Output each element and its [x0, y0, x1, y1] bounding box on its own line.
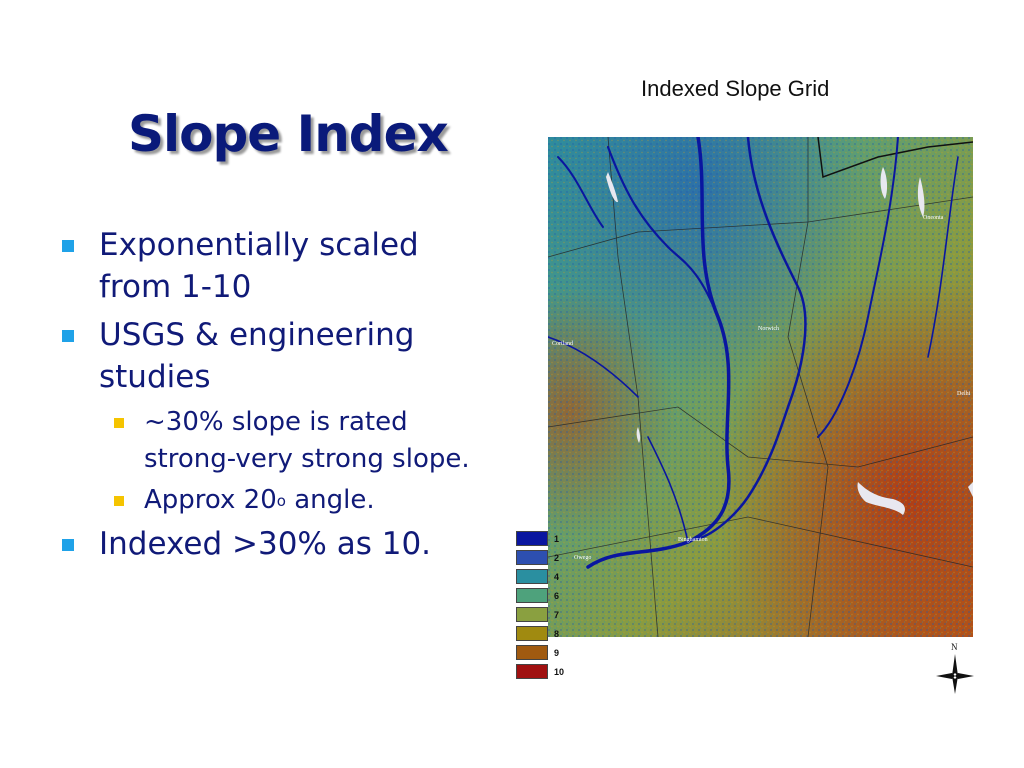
bullet-square-icon — [62, 240, 74, 252]
bullet-item: Exponentially scaled from 1-10 — [62, 224, 482, 308]
bullet-list: Exponentially scaled from 1-10 USGS & en… — [62, 224, 482, 571]
legend-label: 8 — [554, 628, 560, 639]
sub-bullet-item: Approx 20o angle. — [114, 482, 482, 519]
slide-title: Slope Index — [128, 105, 449, 163]
legend-item: 8 — [516, 624, 564, 643]
bullet-square-icon — [62, 330, 74, 342]
legend-swatch — [516, 607, 548, 622]
degree-superscript: o — [276, 492, 286, 510]
bullet-text: Indexed >30% as 10. — [99, 526, 432, 562]
sub-bullet-square-icon — [114, 418, 124, 428]
legend-swatch — [516, 645, 548, 660]
map-label-owego: Owego — [574, 555, 591, 561]
sub-bullet-square-icon — [114, 496, 124, 506]
sub-bullet-text: Approx 20o angle. — [144, 482, 375, 519]
legend-label: 1 — [554, 533, 560, 544]
legend-item: 2 — [516, 548, 564, 567]
legend-swatch — [516, 550, 548, 565]
bullet-text: Exponentially scaled from 1-10 — [99, 227, 419, 305]
legend-label: 2 — [554, 552, 560, 563]
legend: 1 2 4 6 7 8 9 10 — [516, 529, 564, 681]
sub-bullet-text: ~30% slope is rated strong-very strong s… — [144, 407, 470, 474]
legend-swatch — [516, 531, 548, 546]
legend-item: 6 — [516, 586, 564, 605]
map-label-binghamton: Binghamton — [678, 537, 708, 543]
legend-label: 6 — [554, 590, 560, 601]
legend-item: 7 — [516, 605, 564, 624]
legend-item: 9 — [516, 643, 564, 662]
legend-swatch — [516, 664, 548, 679]
legend-label: 4 — [554, 571, 560, 582]
map-label-cortland: Cortland — [552, 341, 573, 347]
map-label-oneonta: Oneonta — [923, 215, 944, 221]
legend-swatch — [516, 588, 548, 603]
bullet-item: Indexed >30% as 10. — [62, 523, 482, 565]
legend-item: 1 — [516, 529, 564, 548]
legend-swatch — [516, 626, 548, 641]
bullet-item: USGS & engineering studies — [62, 314, 482, 398]
sub-bullet-item: ~30% slope is rated strong-very strong s… — [114, 404, 482, 478]
slope-grid-map: Binghamton Norwich Cortland Owego Delhi … — [548, 137, 973, 637]
north-arrow-icon: N — [936, 642, 974, 694]
sub-bullet-text-after: angle. — [285, 485, 375, 515]
north-label: N — [951, 642, 958, 652]
legend-label: 7 — [554, 609, 560, 620]
legend-item: 4 — [516, 567, 564, 586]
legend-label: 10 — [554, 666, 565, 677]
legend-label: 9 — [554, 647, 560, 658]
legend-swatch — [516, 569, 548, 584]
bullet-square-icon — [62, 539, 74, 551]
map-title: Indexed Slope Grid — [641, 76, 830, 101]
legend-item: 10 — [516, 662, 564, 681]
map-label-delhi: Delhi — [957, 391, 971, 397]
bullet-text: USGS & engineering studies — [99, 317, 415, 395]
sub-bullet-text-before: Approx 20 — [144, 485, 277, 515]
map-label-norwich: Norwich — [758, 326, 779, 332]
